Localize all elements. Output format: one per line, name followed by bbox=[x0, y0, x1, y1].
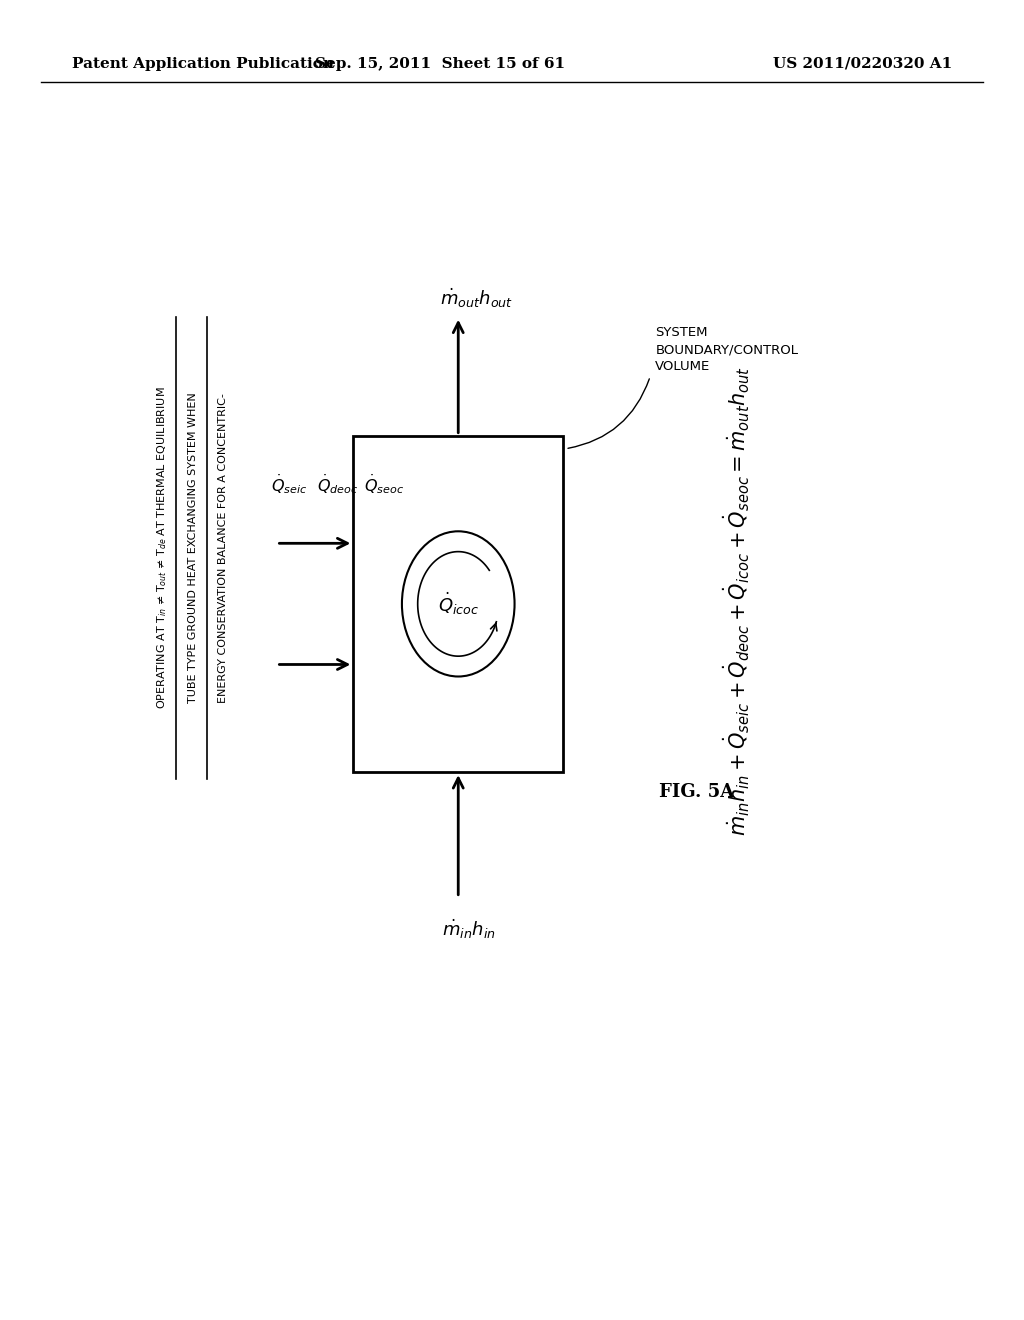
Bar bbox=[353, 436, 563, 772]
Text: Patent Application Publication: Patent Application Publication bbox=[72, 57, 334, 71]
Text: $\dot{m}_{out}h_{out}$: $\dot{m}_{out}h_{out}$ bbox=[440, 286, 513, 310]
Text: $\dot{Q}_{seoc}$: $\dot{Q}_{seoc}$ bbox=[364, 473, 403, 496]
Text: OPERATING AT T$_{in}$ ≠ T$_{out}$ ≠ T$_{de}$ AT THERMAL EQUILIBRIUM: OPERATING AT T$_{in}$ ≠ T$_{out}$ ≠ T$_{… bbox=[155, 387, 169, 709]
Text: Sep. 15, 2011  Sheet 15 of 61: Sep. 15, 2011 Sheet 15 of 61 bbox=[315, 57, 565, 71]
Text: $\dot{Q}_{seic}$: $\dot{Q}_{seic}$ bbox=[271, 473, 308, 496]
Text: $\dot{m}_{in}h_{in} + \dot{Q}_{seic} + \dot{Q}_{deoc} + \dot{Q}_{icoc} + \dot{Q}: $\dot{m}_{in}h_{in} + \dot{Q}_{seic} + \… bbox=[722, 366, 753, 836]
Text: $\dot{Q}_{icoc}$: $\dot{Q}_{icoc}$ bbox=[437, 591, 479, 616]
Text: US 2011/0220320 A1: US 2011/0220320 A1 bbox=[773, 57, 952, 71]
Text: FIG. 5A: FIG. 5A bbox=[658, 783, 734, 801]
Text: $\dot{m}_{in}h_{in}$: $\dot{m}_{in}h_{in}$ bbox=[441, 917, 496, 941]
Text: SYSTEM
BOUNDARY/CONTROL
VOLUME: SYSTEM BOUNDARY/CONTROL VOLUME bbox=[655, 326, 799, 374]
Text: ENERGY CONSERVATION BALANCE FOR A CONCENTRIC-: ENERGY CONSERVATION BALANCE FOR A CONCEN… bbox=[218, 393, 228, 702]
Text: $\dot{Q}_{deoc}$: $\dot{Q}_{deoc}$ bbox=[317, 473, 359, 496]
Text: TUBE TYPE GROUND HEAT EXCHANGING SYSTEM WHEN: TUBE TYPE GROUND HEAT EXCHANGING SYSTEM … bbox=[187, 392, 198, 704]
